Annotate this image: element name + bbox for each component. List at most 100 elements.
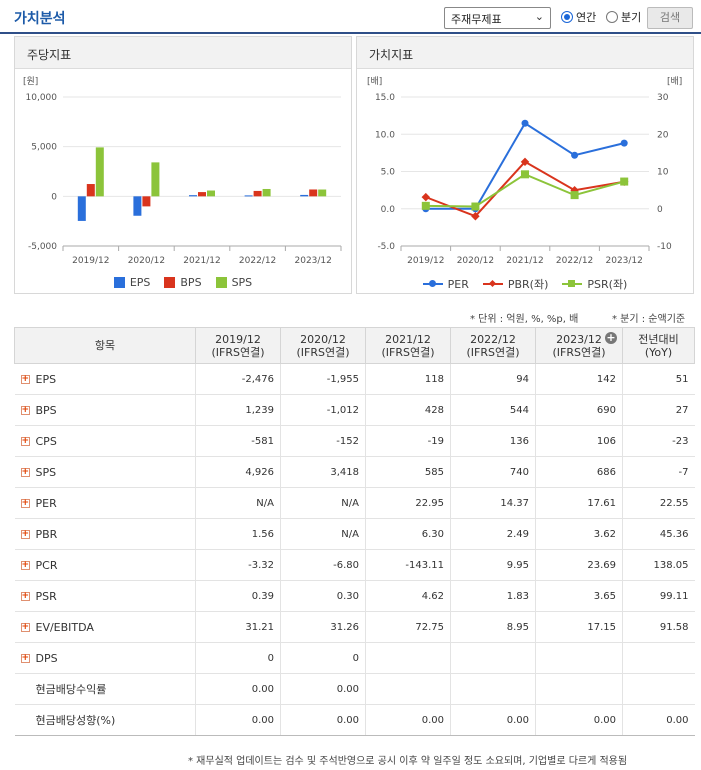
y-tick-label-right: 10 <box>657 168 669 178</box>
expand-icon[interactable]: + <box>20 436 30 446</box>
table-cell: 51 <box>622 363 695 395</box>
expand-icon[interactable]: + <box>20 405 30 415</box>
table-cell: 0.00 <box>622 704 695 736</box>
row-label[interactable]: + PBR <box>14 518 196 550</box>
row-name: CPS <box>35 434 57 448</box>
table-cell: 6.30 <box>365 518 451 550</box>
table-cell <box>450 673 536 705</box>
expand-icon[interactable]: + <box>20 591 30 601</box>
table-cell: -23 <box>622 425 695 457</box>
add-column-icon[interactable]: + <box>605 331 617 344</box>
legend-label: PER <box>447 277 469 291</box>
unit-note: * 단위 : 억원, %, %p, 배 <box>470 314 579 325</box>
x-tick-label: 2023/12 <box>606 256 643 266</box>
legend-swatch <box>164 277 176 288</box>
table-cell: 1.56 <box>195 518 281 550</box>
search-button[interactable]: 검색 <box>647 7 693 29</box>
table-cell: 22.55 <box>622 487 695 519</box>
header-col-5: 전년대비 (YoY) <box>622 327 695 364</box>
legend-swatch <box>113 277 125 288</box>
table-cell: N/A <box>280 518 366 550</box>
point-PSR(좌)-3 <box>570 191 579 200</box>
header-year: 2022/12 <box>470 332 516 346</box>
table-row: 현금배당수익률 0.00 0.00 <box>14 673 695 705</box>
legend-label: EPS <box>129 276 151 289</box>
table-row: + PSR 0.39 0.30 4.62 1.83 3.65 99.11 <box>14 580 695 612</box>
expand-icon[interactable]: + <box>20 560 30 570</box>
expand-icon[interactable]: + <box>20 467 30 477</box>
table-cell: 690 <box>535 394 623 426</box>
row-label[interactable]: + PER <box>14 487 196 519</box>
row-name: PER <box>35 496 57 510</box>
table-row: + PBR 1.56 N/A 6.30 2.49 3.62 45.36 <box>14 518 695 550</box>
expand-icon[interactable]: + <box>20 653 30 663</box>
row-label[interactable]: + EV/EBITDA <box>14 611 196 643</box>
table-cell: -2,476 <box>195 363 281 395</box>
bar-bps-1 <box>142 196 151 207</box>
legend-item[interactable]: PBR(좌) <box>482 276 548 292</box>
point-PBR(좌)-0 <box>421 192 431 202</box>
radio-quarter[interactable]: 분기 <box>606 9 641 25</box>
legend-item[interactable]: PSR(좌) <box>562 276 627 292</box>
line-PSR(좌) <box>425 173 625 208</box>
legend-item[interactable]: BPS <box>164 276 202 289</box>
row-name: 현금배당성향(%) <box>35 714 116 727</box>
row-label[interactable]: + DPS <box>14 642 196 674</box>
row-label[interactable]: + CPS <box>14 425 196 457</box>
legend-swatch <box>215 277 227 288</box>
legend-item[interactable]: SPS <box>215 276 252 289</box>
table-cell: 0.00 <box>450 704 536 736</box>
point-PSR(좌)-1 <box>471 202 480 211</box>
legend-item[interactable]: PER <box>422 276 469 292</box>
bar-eps-2 <box>189 195 197 197</box>
expand-icon[interactable]: + <box>20 529 30 539</box>
legend-item[interactable]: EPS <box>113 276 151 289</box>
y-tick-label-left: 0.0 <box>381 205 396 215</box>
y-tick-label: 10,000 <box>26 93 58 103</box>
table-cell: 0.00 <box>365 704 451 736</box>
row-label[interactable]: + PSR <box>14 580 196 612</box>
header-year: 2023/12 <box>556 332 602 346</box>
table-cell: 1.83 <box>450 580 536 612</box>
y-axis-label: [원] <box>23 76 38 87</box>
expand-icon[interactable]: + <box>20 374 30 384</box>
statement-type-select[interactable]: 주재무제표 ⌄ <box>444 7 551 29</box>
header-sub: (IFRS연결) <box>296 345 350 359</box>
row-label[interactable]: + EPS <box>14 363 196 395</box>
y-tick-label-right: 20 <box>657 130 669 140</box>
y-tick-label-right: 0 <box>657 205 663 215</box>
table-cell: 0 <box>280 642 366 674</box>
row-label: 현금배당수익률 <box>14 673 196 705</box>
x-tick-label: 2022/12 <box>556 256 593 266</box>
header-year: 2021/12 <box>385 332 431 346</box>
table-cell: 0.00 <box>280 673 366 705</box>
table-cell: 3.62 <box>535 518 623 550</box>
expand-icon[interactable]: + <box>20 622 30 632</box>
header-col-4: 2023/12 (IFRS연결) + <box>535 327 623 364</box>
table-cell: -1,955 <box>280 363 366 395</box>
top-bar: 가치분석 주재무제표 ⌄ 연간 분기 검색 <box>0 0 701 34</box>
x-tick-label: 2023/12 <box>295 256 332 266</box>
x-tick-label: 2021/12 <box>506 256 543 266</box>
table-row: + DPS 0 0 <box>14 642 695 674</box>
table-cell: -143.11 <box>365 549 451 581</box>
radio-annual[interactable]: 연간 <box>561 9 596 25</box>
table-cell <box>450 642 536 674</box>
bar-sps-2 <box>207 190 215 197</box>
x-tick-label: 2020/12 <box>457 256 494 266</box>
point-PSR(좌)-2 <box>521 170 529 179</box>
row-label[interactable]: + BPS <box>14 394 196 426</box>
per-share-bar-chart: [원] 10,000 5,000 0 -5,000 2019/12 2020/12 2021/… <box>23 76 342 266</box>
row-name: 현금배당수익률 <box>35 683 107 696</box>
period-note: * 분기 : 순액기준 <box>612 314 686 325</box>
bar-bps-0 <box>86 184 95 197</box>
table-cell: 0.00 <box>195 673 281 705</box>
table-cell <box>365 673 451 705</box>
table-row: + SPS 4,926 3,418 585 740 686 -7 <box>14 456 695 488</box>
header-col-1: 2020/12 (IFRS연결) <box>280 327 366 364</box>
bar-sps-3 <box>262 188 271 197</box>
row-label[interactable]: + PCR <box>14 549 196 581</box>
row-label[interactable]: + SPS <box>14 456 196 488</box>
header-col-3: 2022/12 (IFRS연결) <box>450 327 536 364</box>
expand-icon[interactable]: + <box>20 498 30 508</box>
